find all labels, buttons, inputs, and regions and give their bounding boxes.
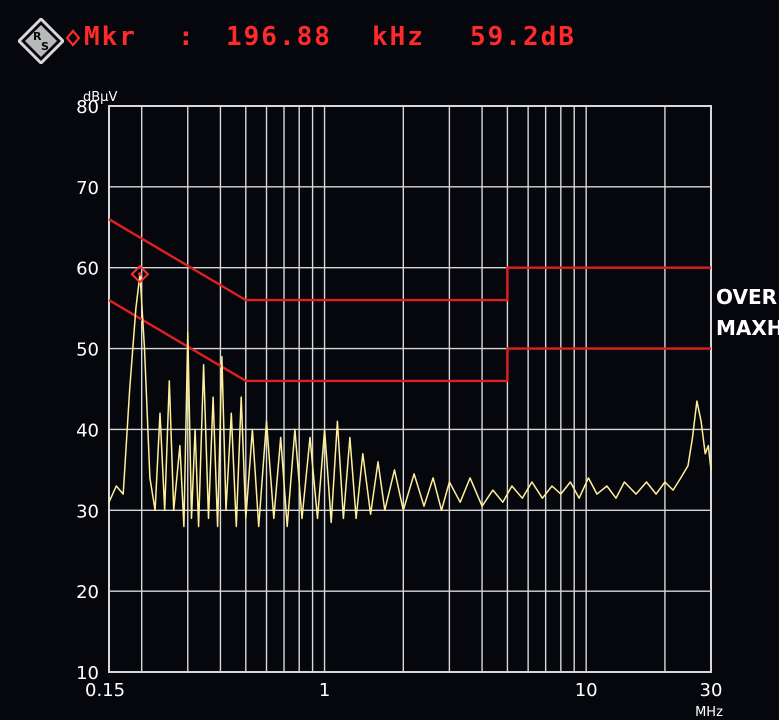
y-tick-label: 10 <box>76 663 99 684</box>
x-tick-label: 30 <box>700 680 723 701</box>
limit-line-2 <box>108 299 711 383</box>
plot-frame <box>108 105 712 673</box>
svg-text:R: R <box>33 30 42 43</box>
trace-mode-overwrite: OVER <box>716 285 778 309</box>
x-tick-label: 10 <box>575 680 598 701</box>
rohde-schwarz-logo-icon: R S <box>18 18 64 64</box>
y-axis-unit: dBµV <box>83 90 117 105</box>
y-tick-label: 70 <box>76 178 99 199</box>
x-axis-unit: MHz <box>695 705 723 720</box>
y-tick-label: 30 <box>76 501 99 522</box>
y-tick-label: 40 <box>76 420 99 441</box>
marker-point <box>130 264 150 284</box>
marker-point-dot <box>138 272 142 276</box>
diamond-marker-icon <box>66 29 80 47</box>
marker-separator: : <box>178 22 196 52</box>
marker-level: 59.2dB <box>470 22 576 52</box>
marker-status-bar: R S Mkr : 196.88 kHz 59.2dB <box>0 0 779 80</box>
y-tick-label: 60 <box>76 259 99 280</box>
svg-text:S: S <box>41 40 49 53</box>
limit-line-1 <box>108 218 711 302</box>
y-tick-label: 20 <box>76 582 99 603</box>
marker-label: Mkr <box>84 22 137 52</box>
y-tick-label: 50 <box>76 340 99 361</box>
marker-frequency: 196.88 <box>226 22 332 52</box>
x-tick-label: 0.15 <box>85 680 125 701</box>
x-tick-label: 1 <box>319 680 330 701</box>
trace-mode-max-hold: MAXH <box>716 316 779 340</box>
marker-frequency-unit: kHz <box>372 22 425 52</box>
measurement-trace <box>108 273 712 528</box>
y-tick-label: 80 <box>76 97 99 118</box>
